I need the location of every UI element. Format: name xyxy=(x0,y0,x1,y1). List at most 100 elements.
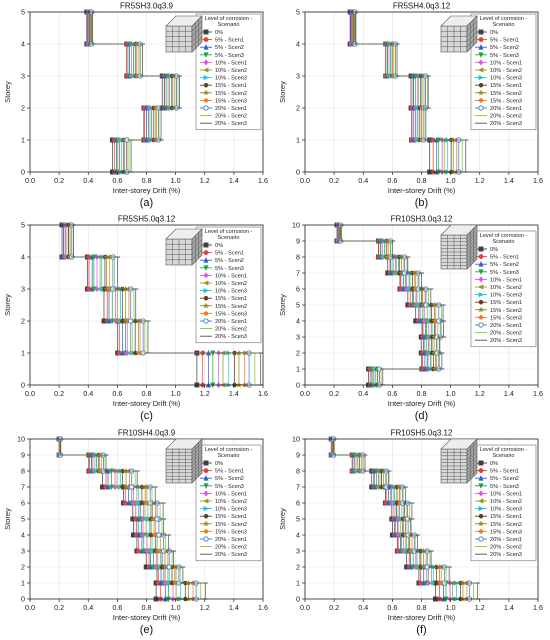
legend: Level of corrosion -Scenario 0% 5% - Scen1… xyxy=(470,444,537,562)
y-tick-label: 8 xyxy=(296,253,300,262)
y-tick-label: 0 xyxy=(21,595,25,604)
x-tick-label: 1.2 xyxy=(200,176,210,185)
legend-marker xyxy=(202,520,210,527)
legend-entry-label: 10% - Scen1 xyxy=(490,491,522,497)
y-tick-label: 2 xyxy=(296,349,300,358)
legend-marker xyxy=(203,468,209,474)
legend-entry-label: 15% - Scen2 xyxy=(490,522,522,528)
y-tick-label: 9 xyxy=(296,451,300,460)
legend-marker xyxy=(478,29,484,35)
legend: Level of corrosion -Scenario 0% 5% - Scen1… xyxy=(195,444,262,562)
legend-marker xyxy=(203,490,209,497)
data-point xyxy=(430,580,437,586)
x-tick-label: 1.4 xyxy=(504,176,514,185)
legend-entry-label: 20% - Scen2 xyxy=(490,331,522,337)
x-tick-label: 1.6 xyxy=(258,389,268,398)
legend-title: Level of corrosion - xyxy=(480,16,528,22)
x-tick-label: 1.6 xyxy=(258,176,268,185)
legend-entry-label: 20% - Scen2 xyxy=(490,545,522,551)
legend-marker xyxy=(478,269,484,276)
legend-title: Level of corrosion - xyxy=(205,447,253,453)
x-tick-label: 0.6 xyxy=(112,389,122,398)
chart-title: FR5SH5.0q3.12 xyxy=(118,215,176,224)
x-tick-label: 0.8 xyxy=(417,603,427,612)
legend-title: Scenario xyxy=(217,235,239,241)
y-tick-label: 3 xyxy=(21,547,25,556)
legend-marker xyxy=(477,498,484,504)
x-tick-label: 0.8 xyxy=(142,603,152,612)
legend-entry-label: 10% - Scen1 xyxy=(490,277,522,283)
legend-entry-label: 15% - Scen1 xyxy=(215,83,247,89)
legend-marker xyxy=(478,322,484,328)
legend-marker xyxy=(203,506,210,512)
x-axis-label: Inter-storey Drift (%) xyxy=(388,186,456,195)
legend-marker xyxy=(478,536,484,542)
legend: Level of corrosion -Scenario 0% 5% - Scen1… xyxy=(470,230,537,348)
legend-entry-label: 20% - Scen2 xyxy=(215,327,247,333)
y-tick-label: 9 xyxy=(21,451,25,460)
panel-label: (a) xyxy=(140,197,153,209)
legend-entry-label: 20% - Scen1 xyxy=(490,537,522,543)
legend-marker xyxy=(203,474,209,481)
x-tick-label: 1.0 xyxy=(446,176,456,185)
legend-marker xyxy=(203,310,209,316)
y-tick-label: 2 xyxy=(21,104,25,113)
y-tick-label: 1 xyxy=(296,365,300,374)
x-tick-label: 0.6 xyxy=(112,176,122,185)
legend-marker xyxy=(477,520,485,527)
legend-marker xyxy=(478,460,484,466)
legend-entry-label: 10% - Scen1 xyxy=(490,60,522,66)
x-tick-label: 1.0 xyxy=(446,603,456,612)
x-tick-label: 0.6 xyxy=(112,603,122,612)
legend-marker xyxy=(478,83,484,88)
y-axis-label: Storey xyxy=(3,81,12,103)
data-point xyxy=(125,499,132,506)
x-tick-label: 1.4 xyxy=(229,389,239,398)
legend-entry-label: 10% - Scen3 xyxy=(215,289,247,295)
legend-entry-label: 10% - Scen3 xyxy=(215,507,247,513)
x-tick-label: 0.6 xyxy=(387,389,397,398)
legend-entry-label: 10% - Scen1 xyxy=(215,273,247,279)
legend-entry-label: 20% - Scen3 xyxy=(490,121,522,127)
legend-entry-label: 0% xyxy=(215,243,223,249)
legend-marker xyxy=(203,242,209,248)
legend-entry-label: 15% - Scen2 xyxy=(490,91,522,97)
chart-panel: 0.0 0.2 0.4 0.6 0.8 1.0 1.2 1.4 1.6 0 1 2 3 4 5 FR5SH3.… xyxy=(0,0,275,213)
y-tick-label: 4 xyxy=(21,253,25,262)
legend-entry-label: 10% - Scen2 xyxy=(215,281,247,287)
legend-entry-label: 15% - Scen1 xyxy=(490,514,522,520)
y-tick-label: 3 xyxy=(296,333,300,342)
x-tick-label: 0.8 xyxy=(142,389,152,398)
legend-entry-label: 10% - Scen3 xyxy=(215,76,247,82)
y-tick-label: 4 xyxy=(296,40,300,49)
legend-marker xyxy=(203,250,209,256)
x-tick-label: 1.4 xyxy=(229,176,239,185)
building-frame-icon xyxy=(440,224,478,270)
legend-marker xyxy=(203,514,209,519)
x-tick-label: 0.2 xyxy=(329,603,339,612)
y-tick-label: 1 xyxy=(296,136,300,145)
legend-marker xyxy=(478,276,484,283)
legend-entry-label: 20% - Scen3 xyxy=(490,338,522,344)
legend-marker xyxy=(478,506,485,512)
y-tick-label: 2 xyxy=(296,104,300,113)
y-tick-label: 4 xyxy=(296,531,300,540)
legend-entry-label: 5% - Scen1 xyxy=(215,38,244,44)
legend-marker xyxy=(478,254,484,260)
legend-marker xyxy=(203,460,209,466)
data-point xyxy=(105,483,111,490)
legend-marker xyxy=(478,52,484,59)
panel-label: (e) xyxy=(140,624,153,636)
legend-entry-label: 20% - Scen1 xyxy=(215,106,247,112)
legend-entry-label: 5% - Scen2 xyxy=(490,262,519,268)
y-tick-label: 5 xyxy=(296,515,300,524)
legend-marker xyxy=(203,318,209,324)
x-tick-label: 1.2 xyxy=(200,389,210,398)
x-tick-label: 1.6 xyxy=(533,389,543,398)
legend-entry-label: 20% - Scen1 xyxy=(490,106,522,112)
legend-entry-label: 10% - Scen1 xyxy=(215,491,247,497)
building-frame-icon xyxy=(165,15,203,53)
x-tick-label: 1.6 xyxy=(533,176,543,185)
legend-entry-label: 15% - Scen1 xyxy=(490,300,522,306)
